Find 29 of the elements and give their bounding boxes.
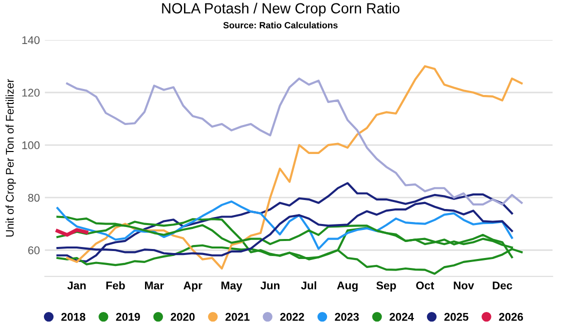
chart-subtitle: Source: Ratio Calculations [223,22,338,28]
x-tick-label: Dec [492,282,512,290]
x-tick-label: Nov [454,282,474,290]
y-tick-label: 140 [22,36,40,44]
legend-label: 2020 [170,312,195,321]
x-tick-label: Jan [67,282,86,290]
y-tick-label: 80 [28,194,40,202]
y-axis-title: Unit of Crop Per Ton of Fertilizer [6,79,16,237]
legend-label: 2025 [444,312,468,321]
x-tick-label: Oct [416,282,434,290]
y-tick-label: 60 [28,246,40,254]
legend-label: 2024 [390,312,414,321]
x-tick-label: Feb [106,281,125,290]
legend-label: 2022 [280,312,304,321]
y-tick-label: 100 [22,141,40,150]
legend-label: 2023 [334,312,359,321]
x-tick-label: Mar [145,282,164,290]
x-tick-label: Jul [301,281,316,290]
x-tick-label: Apr [184,282,202,292]
legend-label: 2021 [225,312,250,321]
x-tick-label: Sep [376,282,396,292]
legend-label: 2018 [61,312,86,321]
chart-title: NOLA Potash / New Crop Corn Ratio [162,2,400,16]
x-tick-label: Aug [337,282,358,292]
x-tick-label: May [221,282,242,292]
y-tick-label: 120 [22,88,40,97]
x-tick-label: Jun [260,282,280,290]
legend-label: 2019 [116,312,140,321]
legend-label: 2026 [499,312,523,321]
